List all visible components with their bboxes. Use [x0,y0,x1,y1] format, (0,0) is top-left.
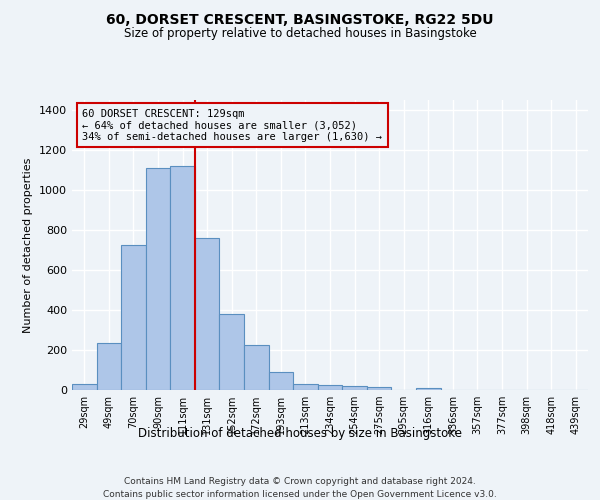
Bar [146,168,170,390]
Y-axis label: Number of detached properties: Number of detached properties [23,158,34,332]
Bar [342,386,367,390]
Bar [220,314,244,390]
Text: Contains public sector information licensed under the Open Government Licence v3: Contains public sector information licen… [103,490,497,499]
Bar [269,372,293,390]
Bar [97,343,121,390]
Bar [367,387,391,390]
Text: Distribution of detached houses by size in Basingstoke: Distribution of detached houses by size … [138,428,462,440]
Bar [318,385,342,390]
Bar [244,345,269,390]
Bar [72,384,97,390]
Text: 60 DORSET CRESCENT: 129sqm
← 64% of detached houses are smaller (3,052)
34% of s: 60 DORSET CRESCENT: 129sqm ← 64% of deta… [82,108,382,142]
Text: Contains HM Land Registry data © Crown copyright and database right 2024.: Contains HM Land Registry data © Crown c… [124,478,476,486]
Bar [293,384,318,390]
Text: 60, DORSET CRESCENT, BASINGSTOKE, RG22 5DU: 60, DORSET CRESCENT, BASINGSTOKE, RG22 5… [106,12,494,26]
Bar [416,388,440,390]
Text: Size of property relative to detached houses in Basingstoke: Size of property relative to detached ho… [124,28,476,40]
Bar [195,238,220,390]
Bar [170,166,195,390]
Bar [121,245,146,390]
